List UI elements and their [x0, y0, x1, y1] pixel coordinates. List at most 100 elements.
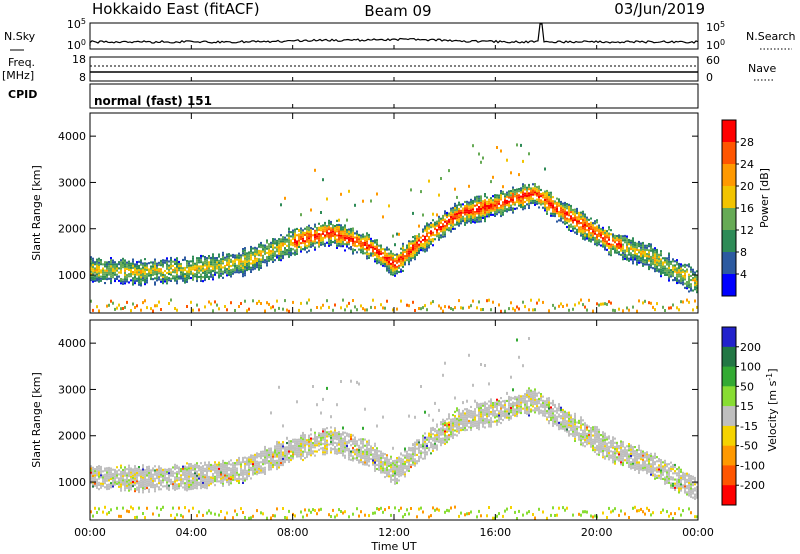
heatmap-cell: [294, 446, 296, 449]
heatmap-cell: [364, 513, 366, 517]
heatmap-cell: [238, 479, 240, 482]
heatmap-cell: [308, 298, 310, 302]
heatmap-cell: [122, 479, 124, 482]
heatmap-cell: [110, 265, 112, 268]
heatmap-cell: [442, 216, 444, 219]
heatmap-cell: [182, 267, 184, 270]
heatmap-cell: [364, 457, 366, 460]
heatmap-cell: [278, 240, 280, 243]
heatmap-cell: [352, 235, 354, 238]
heatmap-cell: [158, 471, 160, 474]
heatmap-cell: [272, 466, 274, 469]
heatmap-cell: [636, 263, 638, 266]
heatmap-cell: [364, 463, 366, 466]
heatmap-cell: [534, 189, 536, 192]
heatmap-cell: [402, 261, 404, 264]
heatmap-cell: [488, 207, 490, 210]
heatmap-cell: [290, 239, 292, 242]
heatmap-cell: [456, 219, 458, 222]
heatmap-cell: [508, 194, 510, 197]
heatmap-cell: [162, 261, 164, 264]
heatmap-cell: [428, 413, 430, 417]
heatmap-cell: [278, 460, 280, 463]
heatmap-cell: [304, 448, 306, 451]
heatmap-cell: [652, 267, 654, 270]
heatmap-cell: [534, 308, 536, 312]
heatmap-cell: [284, 456, 286, 459]
heatmap-cell: [176, 269, 178, 272]
heatmap-cell: [292, 235, 294, 238]
heatmap-cell: [570, 215, 572, 218]
heatmap-cell: [220, 272, 222, 275]
heatmap-cell: [348, 433, 350, 436]
heatmap-cell: [360, 238, 362, 241]
heatmap-cell: [178, 275, 180, 278]
heatmap-cell: [484, 209, 486, 212]
heatmap-cell: [412, 250, 414, 253]
heatmap-cell: [350, 235, 352, 238]
heatmap-cell: [380, 471, 382, 474]
heatmap-cell: [104, 505, 106, 509]
heatmap-cell: [186, 481, 188, 484]
heatmap-cell: [252, 473, 254, 476]
heatmap-cell: [108, 265, 110, 268]
heatmap-cell: [430, 230, 432, 233]
heatmap-cell: [244, 249, 246, 252]
heatmap-cell: [300, 453, 302, 456]
heatmap-cell: [344, 456, 346, 459]
heatmap-cell: [598, 226, 600, 229]
heatmap-cell: [200, 482, 202, 485]
heatmap-cell: [412, 461, 414, 464]
heatmap-cell: [284, 454, 286, 457]
heatmap-cell: [216, 476, 218, 479]
heatmap-cell: [334, 237, 336, 240]
heatmap-cell: [418, 439, 420, 442]
heatmap-cell: [416, 245, 418, 248]
heatmap-cell: [176, 483, 178, 486]
heatmap-cell: [278, 445, 280, 448]
heatmap-cell: [222, 459, 224, 462]
heatmap-cell: [210, 470, 212, 473]
heatmap-cell: [578, 301, 580, 305]
heatmap-cell: [126, 482, 128, 485]
heatmap-cell: [326, 225, 328, 228]
heatmap-cell: [260, 244, 262, 247]
heatmap-cell: [250, 245, 252, 248]
heatmap-cell: [284, 196, 286, 200]
heatmap-cell: [408, 449, 410, 452]
heatmap-cell: [556, 210, 558, 213]
heatmap-cell: [662, 263, 664, 266]
heatmap-cell: [288, 247, 290, 250]
heatmap-cell: [234, 478, 236, 481]
heatmap-cell: [102, 482, 104, 485]
heatmap-cell: [348, 458, 350, 461]
heatmap-cell: [92, 263, 94, 266]
heatmap-cell: [280, 453, 282, 456]
heatmap-cell: [576, 220, 578, 223]
heatmap-cell: [94, 484, 96, 487]
heatmap-cell: [214, 259, 216, 262]
heatmap-cell: [308, 434, 310, 437]
heatmap-cell: [94, 263, 96, 266]
heatmap-cell: [200, 254, 202, 257]
heatmap-cell: [578, 213, 580, 216]
heatmap-cell: [336, 433, 338, 436]
heatmap-cell: [280, 259, 282, 262]
heatmap-cell: [488, 198, 490, 201]
heatmap-cell: [348, 452, 350, 455]
freq-label: Freq.: [8, 56, 35, 69]
heatmap-cell: [130, 484, 132, 487]
heatmap-cell: [330, 233, 332, 236]
heatmap-cell: [392, 462, 394, 465]
heatmap-cell: [538, 198, 540, 201]
heatmap-cell: [334, 303, 336, 307]
heatmap-cell: [552, 202, 554, 205]
heatmap-cell: [294, 234, 296, 237]
heatmap-cell: [376, 468, 378, 471]
heatmap-cell: [278, 447, 280, 450]
heatmap-cell: [200, 468, 202, 471]
heatmap-cell: [624, 239, 626, 242]
heatmap-cell: [486, 202, 488, 205]
heatmap-cell: [158, 469, 160, 472]
heatmap-cell: [148, 474, 150, 477]
